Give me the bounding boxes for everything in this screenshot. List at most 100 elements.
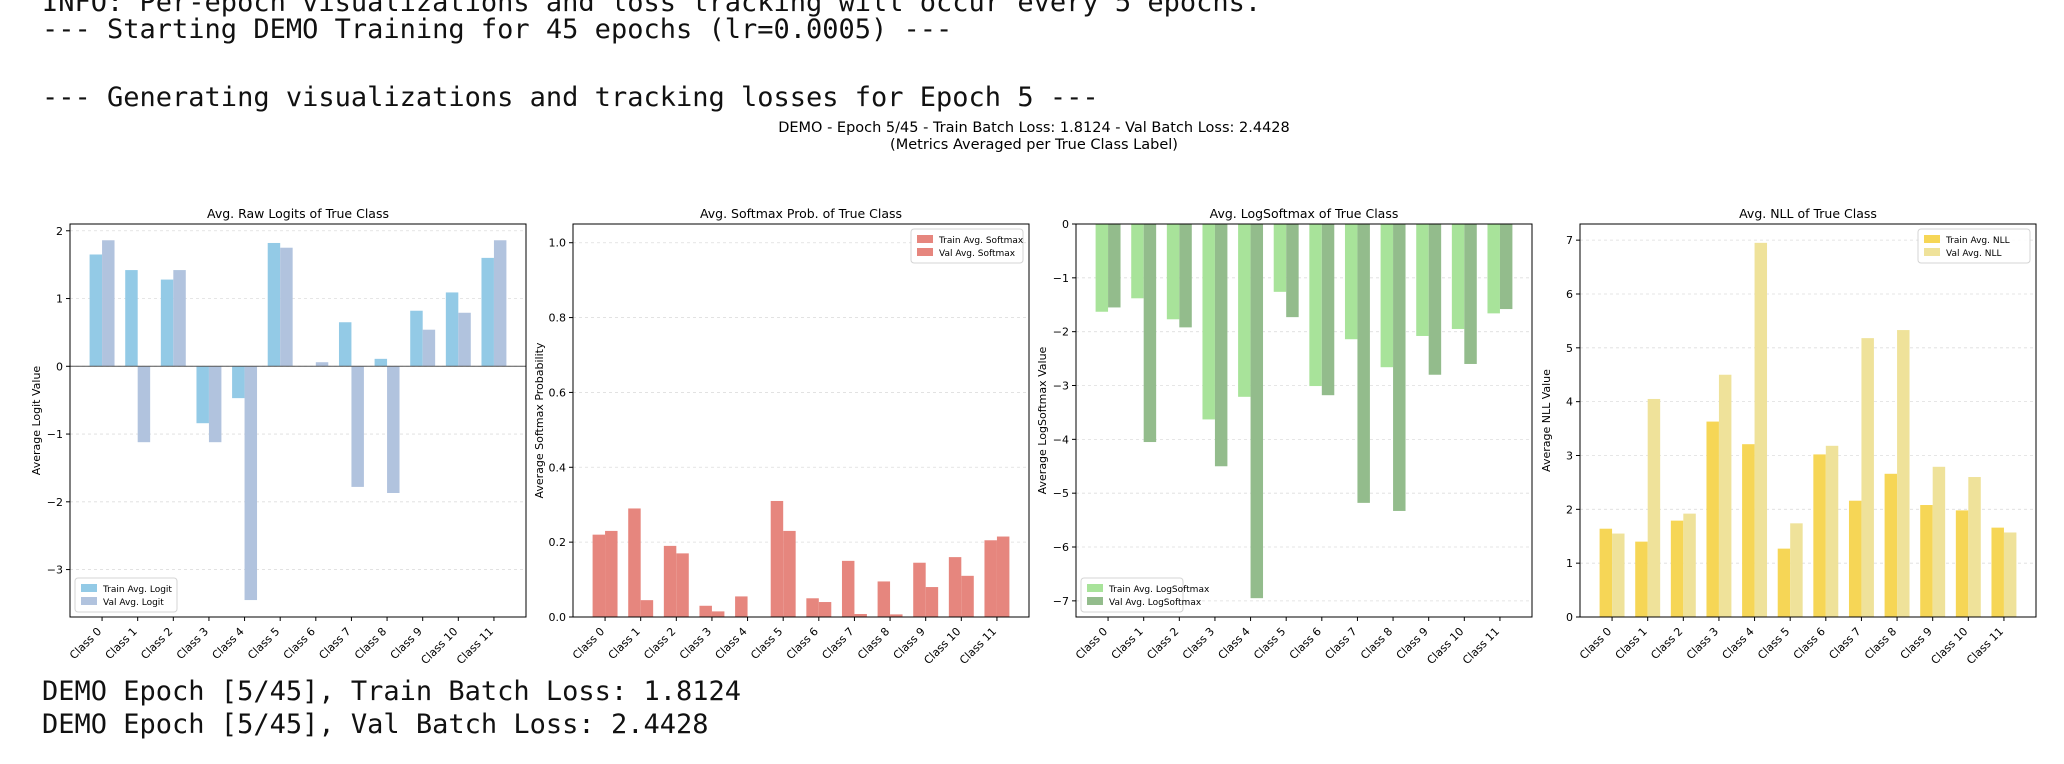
bar-val-avg-logsoftmax-class-2 [1179, 224, 1192, 328]
bar-val-avg-logit-class-2 [173, 270, 186, 367]
bar-train-avg-nll-class-3 [1706, 421, 1719, 617]
y-tick-label: 3 [1566, 449, 1573, 462]
legend-swatch-train-avg-nll [1924, 235, 1940, 243]
x-tick-label-class-8: Class 8 [855, 625, 892, 662]
y-axis-label: Average LogSoftmax Value [1036, 346, 1049, 494]
legend-label-val-avg-softmax: Val Avg. Softmax [939, 249, 1016, 259]
legend-swatch-train-avg-softmax [917, 235, 933, 243]
console-line-info: INFO: Per-epoch visualizations and loss … [42, 0, 1262, 18]
bar-train-avg-softmax-class-6 [806, 598, 819, 617]
x-tick-label-class-1: Class 1 [1613, 625, 1650, 662]
bar-train-avg-softmax-class-8 [877, 581, 891, 617]
y-tick-label: 0.0 [549, 611, 567, 624]
bar-train-avg-nll-class-11 [1991, 527, 2004, 617]
x-tick-label-class-3: Class 3 [677, 625, 714, 662]
y-tick-label: −7 [1053, 595, 1069, 608]
x-tick-label-class-10: Class 10 [418, 625, 460, 667]
bar-val-avg-nll-class-0 [1612, 533, 1625, 617]
bar-val-avg-logit-class-4 [244, 366, 258, 601]
bar-val-avg-logit-class-7 [351, 366, 364, 487]
x-tick-label-class-4: Class 4 [1720, 625, 1757, 662]
y-tick-label: 1.0 [549, 237, 567, 250]
x-tick-label-class-3: Class 3 [1180, 625, 1217, 662]
x-tick-label-class-5: Class 5 [1755, 625, 1792, 662]
bar-val-avg-softmax-class-2 [676, 553, 689, 617]
bar-train-avg-nll-class-0 [1599, 528, 1613, 617]
bar-train-avg-nll-class-5 [1777, 548, 1791, 617]
y-tick-label: 0.2 [549, 536, 567, 549]
bar-val-avg-logsoftmax-class-5 [1286, 224, 1299, 318]
bar-train-avg-nll-class-6 [1813, 454, 1826, 617]
bar-val-avg-logit-class-3 [208, 366, 222, 443]
bar-train-avg-logsoftmax-class-5 [1273, 224, 1287, 292]
bar-train-avg-logit-class-8 [374, 358, 388, 367]
bar-val-avg-softmax-class-0 [605, 530, 618, 617]
bar-train-avg-nll-class-7 [1848, 500, 1862, 617]
bar-train-avg-logsoftmax-class-10 [1451, 224, 1465, 329]
bar-val-avg-softmax-class-8 [890, 614, 903, 617]
y-tick-label: 1 [1566, 557, 1573, 570]
axes-frame [69, 223, 527, 618]
x-tick-label-class-3: Class 3 [1684, 625, 1721, 662]
y-axis-label: Average Softmax Probability [533, 342, 546, 498]
bar-val-avg-nll-class-3 [1718, 374, 1732, 617]
axes-frame [1579, 223, 2037, 618]
bar-train-avg-logit-class-4 [232, 366, 245, 399]
x-tick-label-class-7: Class 7 [1322, 625, 1359, 662]
bar-train-avg-softmax-class-5 [770, 500, 784, 617]
bar-val-avg-nll-class-10 [1968, 477, 1981, 617]
axes-frame [572, 223, 1030, 618]
y-tick-label: 2 [56, 225, 63, 238]
x-tick-label-class-7: Class 7 [316, 625, 353, 662]
y-tick-label: −3 [47, 564, 63, 577]
bar-val-avg-logsoftmax-class-11 [1499, 224, 1513, 310]
bar-val-avg-logsoftmax-class-10 [1464, 224, 1477, 364]
bar-val-avg-logit-class-6 [315, 362, 329, 367]
bar-val-avg-softmax-class-11 [996, 536, 1010, 617]
x-tick-label-class-8: Class 8 [352, 625, 389, 662]
bar-train-avg-logit-class-5 [267, 242, 281, 367]
bar-train-avg-logit-class-3 [196, 366, 209, 424]
x-tick-label-class-10: Class 10 [921, 625, 963, 667]
console-line-val-loss: DEMO Epoch [5/45], Val Batch Loss: 2.442… [42, 709, 709, 740]
x-tick-label-class-4: Class 4 [210, 625, 247, 662]
bar-val-avg-logsoftmax-class-7 [1357, 224, 1370, 503]
bar-train-avg-nll-class-8 [1884, 473, 1898, 617]
y-tick-label: 5 [1566, 342, 1573, 355]
x-tick-label-class-1: Class 1 [103, 625, 140, 662]
x-tick-label-class-10: Class 10 [1424, 625, 1466, 667]
x-tick-label-class-5: Class 5 [1251, 625, 1288, 662]
chart-title: Avg. LogSoftmax of True Class [1210, 206, 1399, 221]
x-tick-label-class-2: Class 2 [138, 625, 175, 662]
bar-train-avg-logsoftmax-class-8 [1380, 224, 1394, 368]
figure-canvas: DEMO - Epoch 5/45 - Train Batch Loss: 1.… [30, 120, 2037, 667]
bar-val-avg-nll-class-1 [1647, 398, 1661, 617]
chart-title: Avg. NLL of True Class [1739, 206, 1877, 221]
chart-legend: Train Avg. LogSoftmax Val Avg. LogSoftmax [1080, 577, 1210, 613]
bar-train-avg-logsoftmax-class-7 [1344, 224, 1358, 340]
y-tick-label: −3 [1053, 380, 1069, 393]
bar-val-avg-logit-class-1 [137, 366, 151, 443]
bar-train-avg-logsoftmax-class-3 [1202, 224, 1215, 420]
bar-val-avg-logit-class-11 [493, 240, 507, 367]
bar-train-avg-logsoftmax-class-0 [1095, 224, 1109, 312]
y-tick-label: −5 [1053, 487, 1069, 500]
bar-val-avg-softmax-class-1 [640, 600, 654, 617]
bar-train-avg-softmax-class-2 [663, 545, 677, 617]
legend-swatch-val-avg-logit [81, 597, 97, 605]
y-tick-label: 6 [1566, 288, 1573, 301]
y-tick-label: −4 [1053, 433, 1069, 446]
legend-box [910, 228, 1024, 264]
legend-swatch-val-avg-logsoftmax [1087, 597, 1103, 605]
y-tick-label: 0.6 [549, 386, 567, 399]
x-tick-label-class-7: Class 7 [819, 625, 856, 662]
bar-train-avg-softmax-class-1 [628, 508, 641, 617]
y-tick-label: −2 [1053, 326, 1069, 339]
x-tick-label-class-1: Class 1 [606, 625, 643, 662]
x-tick-label-class-4: Class 4 [713, 625, 750, 662]
x-tick-label-class-8: Class 8 [1862, 625, 1899, 662]
legend-box [1080, 577, 1184, 613]
console-line-start-training: --- Starting DEMO Training for 45 epochs… [42, 14, 953, 45]
x-tick-label-class-5: Class 5 [245, 625, 282, 662]
